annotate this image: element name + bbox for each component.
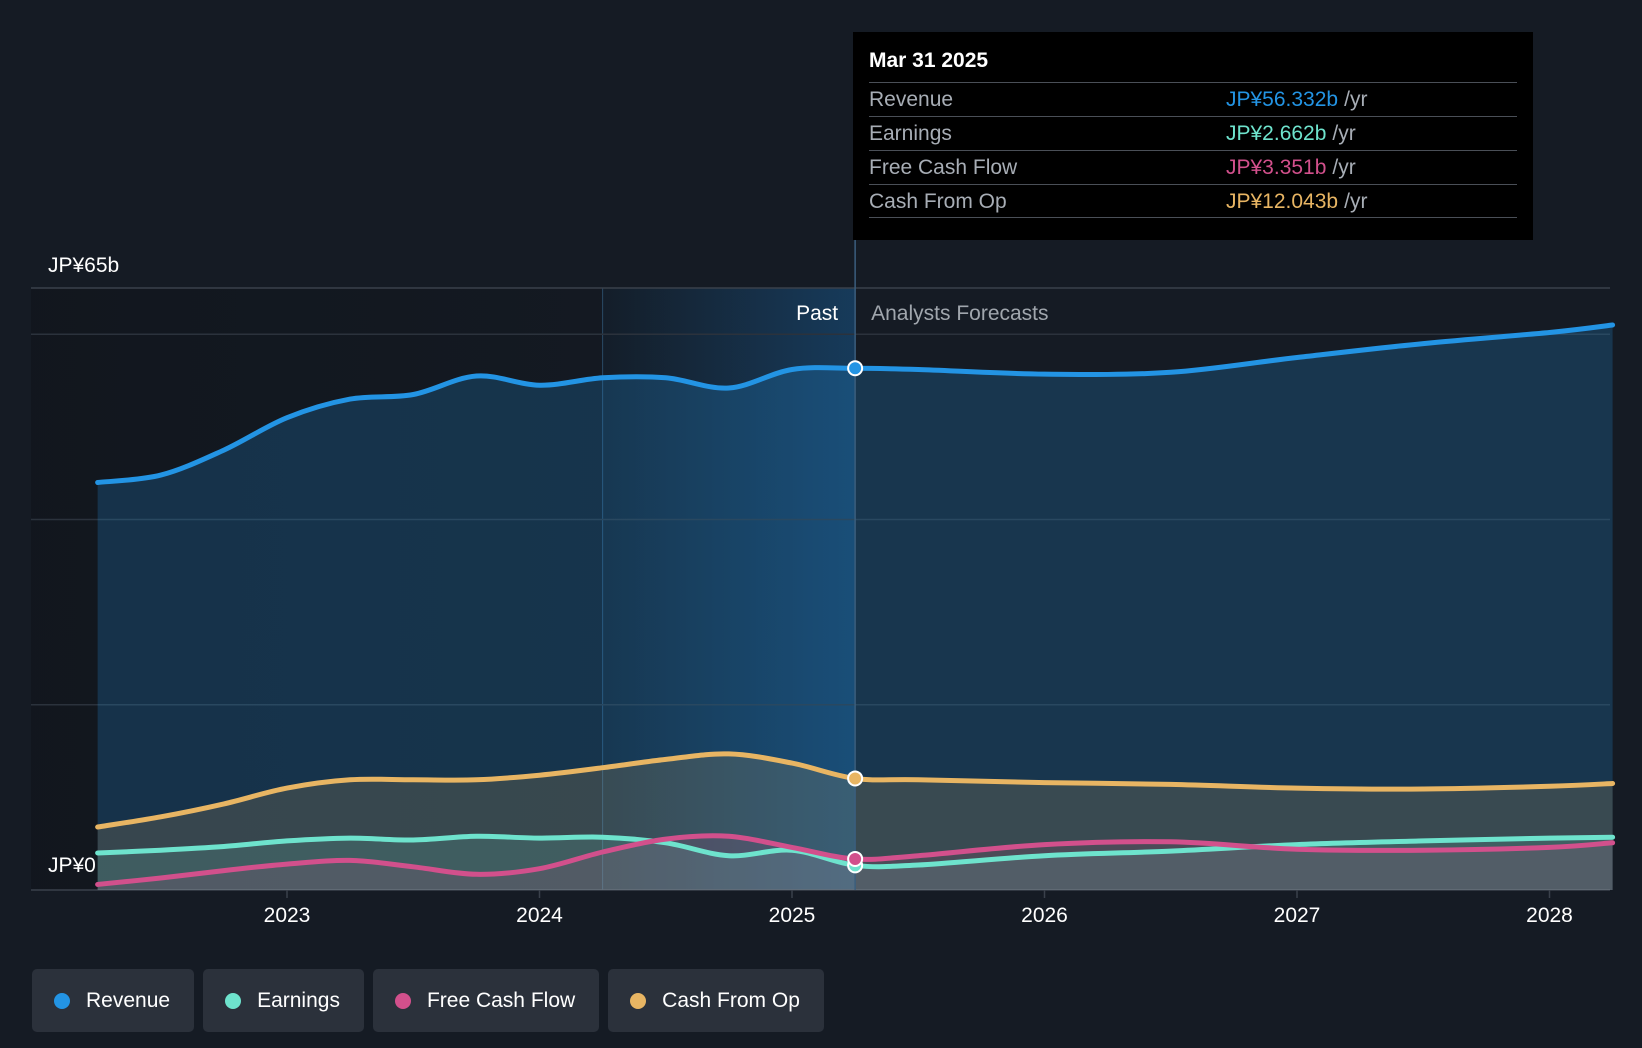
tooltip-row-suffix: /yr bbox=[1344, 88, 1368, 111]
legend: Revenue Earnings Free Cash Flow Cash From O… bbox=[32, 969, 824, 1032]
revenue-marker bbox=[847, 360, 864, 377]
legend-label: Revenue bbox=[86, 988, 171, 1012]
legend-label: Earnings bbox=[257, 988, 340, 1012]
x-tick-label: 2023 bbox=[264, 904, 311, 927]
tooltip-row-label: Free Cash Flow bbox=[869, 156, 1018, 179]
x-tick-label: 2025 bbox=[769, 904, 816, 927]
x-tick-label: 2026 bbox=[1021, 904, 1068, 927]
legend-label: Cash From Op bbox=[662, 988, 800, 1012]
tooltip-row-value: JP¥12.043b bbox=[1226, 190, 1339, 213]
tooltip-row-suffix: /yr bbox=[1344, 190, 1368, 213]
tooltip-row: Free Cash Flow JP¥3.351b/yr bbox=[869, 150, 1517, 184]
legend-item-free-cash-flow[interactable]: Free Cash Flow bbox=[372, 969, 600, 1032]
free-cash-flow-line bbox=[95, 833, 1616, 887]
y-tick-max: JP¥65b bbox=[48, 254, 119, 277]
legend-dot-icon bbox=[630, 992, 647, 1009]
tooltip-panel: Mar 31 2025 Revenue JP¥56.332b/yr Earnings… bbox=[853, 32, 1533, 240]
legend-item-earnings[interactable]: Earnings bbox=[203, 969, 364, 1032]
legend-dot-icon bbox=[225, 992, 242, 1009]
forecast-label: Analysts Forecasts bbox=[871, 302, 1048, 325]
x-tick-label: 2028 bbox=[1526, 904, 1573, 927]
revenue-line bbox=[95, 322, 1616, 485]
tooltip-date: Mar 31 2025 bbox=[869, 49, 989, 72]
tooltip-row: Revenue JP¥56.332b/yr bbox=[869, 82, 1517, 116]
cash-from-op-marker bbox=[847, 770, 864, 787]
tooltip-row: Earnings JP¥2.662b/yr bbox=[869, 116, 1517, 150]
cash-from-op-line bbox=[95, 751, 1616, 830]
legend-dot-icon bbox=[54, 992, 70, 1009]
past-label: Past bbox=[796, 302, 838, 325]
tooltip-row-value: JP¥56.332b bbox=[1226, 88, 1339, 111]
tooltip-row-suffix: /yr bbox=[1332, 122, 1356, 145]
legend-dot-icon bbox=[394, 992, 411, 1009]
tooltip-row-label: Revenue bbox=[869, 88, 954, 111]
earnings-line bbox=[95, 833, 1616, 870]
legend-item-cash-from-op[interactable]: Cash From Op bbox=[608, 969, 824, 1032]
tooltip-row-label: Cash From Op bbox=[869, 190, 1007, 213]
financials-chart: JP¥65b JP¥0 Past Analysts Forecasts 2023 2024… bbox=[31, 240, 1616, 927]
legend-item-revenue[interactable]: Revenue bbox=[32, 969, 195, 1032]
y-tick-zero: JP¥0 bbox=[48, 854, 96, 877]
x-tick-label: 2024 bbox=[516, 904, 563, 927]
free-cash-flow-marker bbox=[847, 850, 864, 867]
tooltip-row: Cash From Op JP¥12.043b/yr bbox=[869, 184, 1517, 218]
tooltip-row-label: Earnings bbox=[869, 122, 952, 145]
legend-label: Free Cash Flow bbox=[426, 988, 576, 1012]
tooltip-row-value: JP¥2.662b bbox=[1226, 122, 1327, 145]
tooltip-row-value: JP¥3.351b bbox=[1226, 156, 1327, 179]
tooltip-row-suffix: /yr bbox=[1332, 156, 1356, 179]
x-tick-label: 2027 bbox=[1274, 904, 1321, 927]
